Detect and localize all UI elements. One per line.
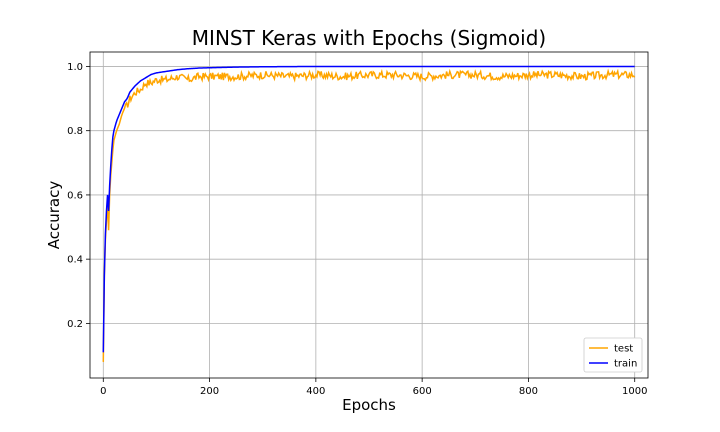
x-tick-label: 800 xyxy=(519,386,538,397)
series-line-test xyxy=(102,68,636,362)
x-tick-label: 400 xyxy=(306,386,325,397)
y-tick-label: 0.4 xyxy=(67,255,83,266)
y-tick-label: 1.0 xyxy=(67,62,83,73)
chart-title: MINST Keras with Epochs (Sigmoid) xyxy=(191,26,547,50)
x-axis-label: Epochs xyxy=(342,396,396,414)
x-tick-label: 600 xyxy=(413,386,432,397)
x-tick-label: 1000 xyxy=(622,386,647,397)
y-tick-label: 0.6 xyxy=(67,190,83,201)
plot-frame xyxy=(89,51,649,379)
legend-label-test: test xyxy=(614,344,633,355)
legend-label-train: train xyxy=(614,359,637,370)
y-tick-label: 0.8 xyxy=(67,126,83,137)
x-tick-label: 0 xyxy=(100,386,106,397)
series-line-train xyxy=(102,65,635,353)
y-tick-label: 0.2 xyxy=(67,319,83,330)
x-tick-label: 200 xyxy=(200,386,219,397)
